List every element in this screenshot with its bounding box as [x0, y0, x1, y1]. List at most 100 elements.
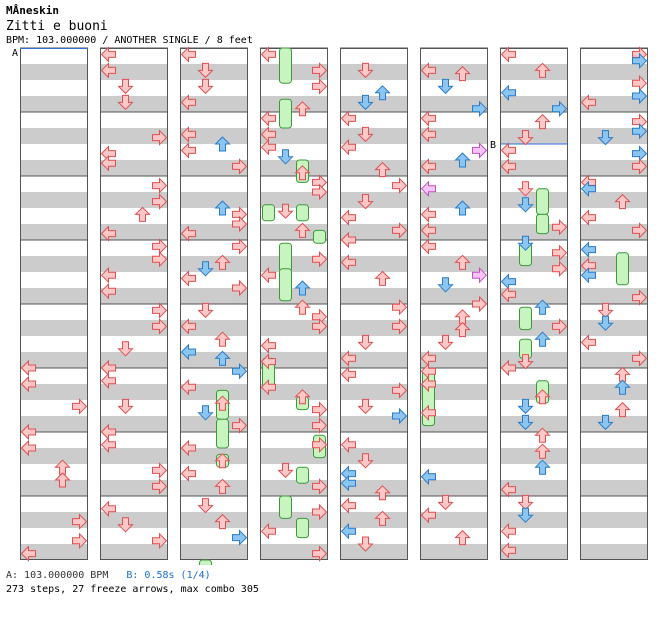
- beat-stripe: [20, 464, 88, 480]
- beat-stripe: [340, 144, 408, 160]
- beat-stripe: [420, 384, 488, 400]
- arrow-left-icon: [420, 110, 436, 127]
- arrow-left-icon: [500, 359, 516, 377]
- beat-stripe: [180, 48, 248, 64]
- beat-stripe: [260, 144, 328, 160]
- arrow-right-icon: [312, 478, 328, 495]
- arrow-left-icon: [100, 500, 116, 518]
- arrow-left-icon: [500, 84, 516, 102]
- beat-stripe: [340, 160, 408, 176]
- arrow-left-icon: [260, 138, 276, 156]
- beat-stripe: [20, 416, 88, 432]
- step-chart: AB: [12, 46, 648, 565]
- arrow-left-icon: [180, 270, 196, 287]
- beat-stripe: [420, 288, 488, 304]
- arrow-right-icon: [72, 532, 88, 550]
- arrow-down-icon: [117, 78, 134, 95]
- arrow-right-icon: [632, 289, 648, 306]
- arrow-up-icon: [614, 193, 631, 210]
- beat-stripe: [100, 176, 168, 192]
- arrow-down-icon: [517, 494, 534, 511]
- arrow-right-icon: [392, 222, 408, 239]
- arrow-up-icon: [214, 453, 231, 469]
- beat-stripe: [100, 448, 168, 464]
- arrow-right-icon: [472, 295, 488, 313]
- beat-stripe: [180, 288, 248, 304]
- arrow-down-icon: [437, 78, 454, 95]
- beat-stripe: [340, 320, 408, 336]
- beat-stripe: [340, 80, 408, 96]
- arrow-up-icon: [454, 200, 471, 216]
- arrow-up-icon: [294, 389, 311, 405]
- arrow-right-icon: [232, 417, 248, 434]
- beat-stripe: [340, 288, 408, 304]
- beat-stripe: [20, 400, 88, 416]
- arrow-right-icon: [232, 158, 248, 175]
- beat-stripe: [20, 112, 88, 128]
- arrow-right-icon: [152, 250, 168, 268]
- arrow-right-icon: [472, 100, 488, 118]
- arrow-down-icon: [197, 78, 214, 95]
- beat-stripe: [580, 64, 648, 80]
- marker-a: A: [12, 48, 18, 59]
- beat-stripe: [420, 496, 488, 512]
- beat-stripe: [580, 400, 648, 416]
- beat-stripe: [580, 352, 648, 368]
- beat-stripe: [180, 208, 248, 224]
- beat-stripe: [180, 528, 248, 544]
- arrow-right-icon: [632, 158, 648, 175]
- arrow-left-icon: [340, 231, 356, 249]
- beat-stripe: [340, 512, 408, 528]
- beat-stripe: [420, 208, 488, 224]
- beat-stripe: [100, 80, 168, 96]
- beat-stripe: [340, 352, 408, 368]
- beat-stripe: [260, 48, 328, 64]
- arrow-down-icon: [117, 94, 134, 111]
- beat-stripe: [180, 352, 248, 368]
- beat-stripe: [580, 432, 648, 448]
- beat-stripe: [580, 224, 648, 240]
- column-border: [100, 48, 168, 560]
- beat-stripe: [20, 256, 88, 272]
- beat-stripe: [420, 304, 488, 320]
- arrow-right-icon: [232, 362, 248, 380]
- beat-stripe: [580, 320, 648, 336]
- arrow-left-icon: [180, 126, 196, 143]
- beat-stripe: [500, 480, 568, 496]
- beat-stripe: [500, 400, 568, 416]
- arrow-up-icon: [214, 331, 231, 347]
- beat-stripe: [20, 320, 88, 336]
- beat-stripe: [420, 352, 488, 368]
- beat-stripe: [180, 480, 248, 496]
- beat-stripe: [20, 336, 88, 352]
- arrow-right-icon: [312, 545, 328, 562]
- beat-stripe: [420, 448, 488, 464]
- beat-stripe: [100, 304, 168, 320]
- beat-stripe: [500, 448, 568, 464]
- beat-stripe: [340, 336, 408, 352]
- column-border: [500, 48, 568, 560]
- arrow-left-icon: [420, 180, 436, 198]
- beat-stripe: [180, 96, 248, 112]
- beat-stripe: [580, 112, 648, 128]
- arrow-up-icon: [454, 254, 471, 270]
- beat-stripe: [20, 496, 88, 512]
- beat-stripe: [100, 224, 168, 240]
- beat-stripe: [500, 112, 568, 128]
- beat-stripe: [580, 416, 648, 432]
- beat-stripe: [580, 384, 648, 400]
- arrow-down-icon: [117, 398, 134, 415]
- arrow-right-icon: [392, 318, 408, 335]
- beat-stripe: [420, 544, 488, 560]
- beat-stripe: [20, 128, 88, 144]
- beat-stripe: [500, 432, 568, 448]
- arrow-left-icon: [420, 62, 436, 79]
- arrow-down-icon: [437, 277, 454, 293]
- beat-stripe: [580, 544, 648, 560]
- beat-stripe: [420, 112, 488, 128]
- marker-b: B: [490, 140, 496, 151]
- arrow-right-icon: [152, 462, 168, 479]
- arrow-right-icon: [392, 407, 408, 425]
- arrow-left-icon: [100, 225, 116, 242]
- arrow-up-icon: [534, 459, 551, 475]
